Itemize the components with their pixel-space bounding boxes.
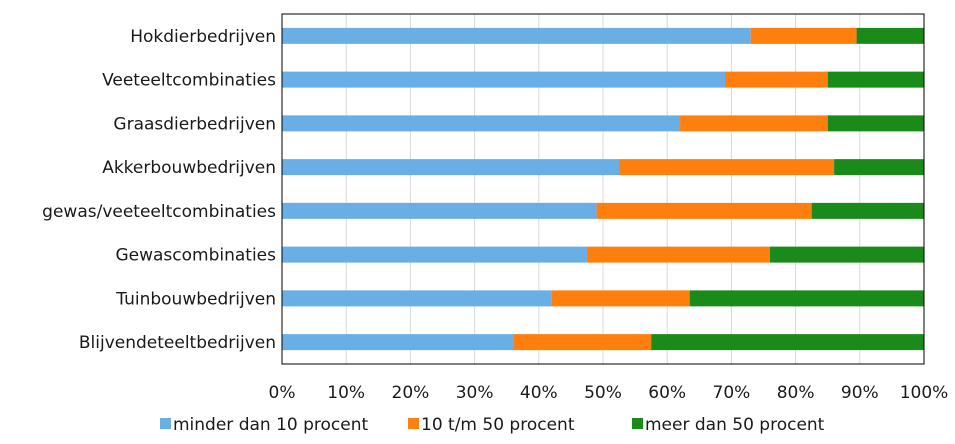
bar-segment [811, 202, 924, 219]
bar-segment [856, 27, 924, 44]
category-label: Veeteeltcombinaties [102, 71, 276, 91]
category-label: Akkerbouwbedrijven [102, 158, 276, 178]
bar-segment [586, 246, 770, 263]
bar-segment [282, 115, 681, 132]
category-label: gewas/veeteeltcombinaties [42, 202, 276, 222]
bar-segment [282, 246, 587, 263]
bar-segment [596, 202, 812, 219]
x-tick-label: 30% [456, 383, 494, 403]
x-tick-label: 100% [900, 383, 949, 403]
legend-swatch [632, 418, 643, 429]
legend-label: 10 t/m 50 procent [421, 415, 575, 435]
gridlines [281, 14, 925, 364]
category-label: Hokdierbedrijven [130, 27, 276, 47]
x-tick-label: 0% [269, 383, 296, 403]
x-tick-label: 10% [327, 383, 365, 403]
bar-segment [282, 334, 514, 351]
x-tick-label: 40% [520, 383, 558, 403]
x-tick-label: 90% [841, 383, 879, 403]
x-tick-label: 50% [584, 383, 622, 403]
x-tick-labels: 0% 10% 20% 30% 40% 50% 60% 70% 80% 90% 100% [269, 383, 949, 403]
legend: minder dan 10 procent 10 t/m 50 procent me… [160, 415, 825, 435]
bar-segment [680, 115, 828, 132]
x-tick-label: 20% [392, 383, 430, 403]
legend-swatch [408, 418, 419, 429]
bar-segment [282, 71, 725, 88]
category-label: Gewascombinaties [115, 246, 276, 266]
bar-segment [689, 290, 924, 307]
legend-label: meer dan 50 procent [645, 415, 825, 435]
bar-segment [724, 71, 828, 88]
bar-segment [513, 334, 652, 351]
category-labels: Hokdierbedrijven Veeteeltcombinaties Graas… [42, 27, 276, 353]
bar-segment [619, 159, 835, 176]
bar-segment [827, 115, 924, 132]
bar-segment [750, 27, 857, 44]
bar-segment [651, 334, 924, 351]
category-label: Tuinbouwbedrijven [115, 289, 276, 309]
legend-label: minder dan 10 procent [173, 415, 369, 435]
x-tick-label: 80% [777, 383, 815, 403]
bar-segment [551, 290, 690, 307]
bar-segment [769, 246, 924, 263]
x-tick-label: 60% [648, 383, 686, 403]
bar-segment [282, 159, 620, 176]
legend-swatch [160, 418, 171, 429]
bar-segment [834, 159, 924, 176]
bars [282, 27, 924, 351]
category-label: Graasdierbedrijven [113, 114, 276, 134]
bar-segment [282, 27, 751, 44]
x-tick-label: 70% [713, 383, 751, 403]
bar-segment [282, 290, 552, 307]
plot-frame [281, 13, 925, 365]
bar-segment [827, 71, 924, 88]
bar-segment [282, 202, 597, 219]
category-label: Blijvendeteeltbedrijven [79, 333, 276, 353]
